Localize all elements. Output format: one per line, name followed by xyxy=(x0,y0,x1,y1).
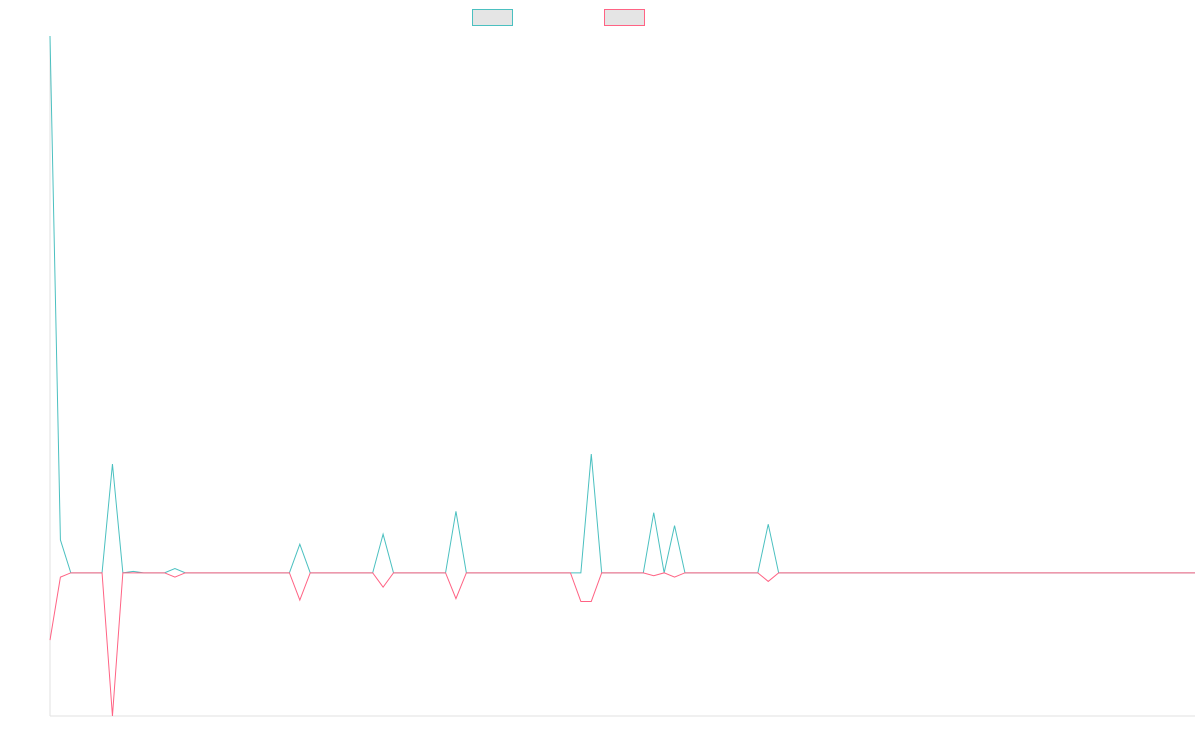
series-line-2 xyxy=(49,572,1195,717)
series-line-1 xyxy=(49,35,1195,574)
series-lines xyxy=(49,35,1195,717)
legend-swatch-2[interactable] xyxy=(604,9,645,26)
legend-swatch-1[interactable] xyxy=(472,9,513,26)
legend xyxy=(472,9,645,26)
axes xyxy=(49,36,1195,717)
